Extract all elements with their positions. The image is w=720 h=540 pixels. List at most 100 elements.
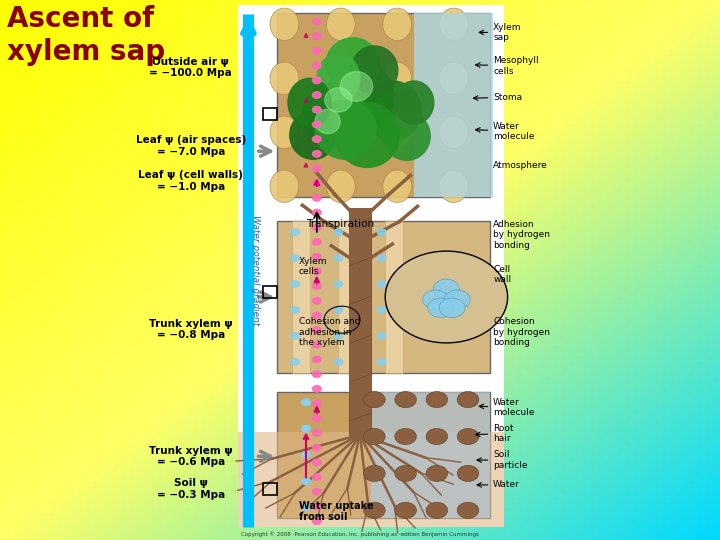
Circle shape [439, 298, 465, 318]
Circle shape [312, 430, 321, 436]
Circle shape [395, 465, 416, 482]
Ellipse shape [288, 78, 331, 127]
Text: Cohesion
by hydrogen
bonding: Cohesion by hydrogen bonding [493, 317, 550, 347]
Text: Water
molecule: Water molecule [480, 398, 535, 417]
Text: Root
hair: Root hair [476, 424, 513, 443]
Text: Leaf ψ (cell walls)
= −1.0 Mpa: Leaf ψ (cell walls) = −1.0 Mpa [138, 170, 243, 192]
Circle shape [312, 77, 321, 84]
Text: Ascent of
xylem sap: Ascent of xylem sap [7, 5, 166, 66]
Circle shape [457, 465, 479, 482]
Circle shape [312, 503, 321, 510]
Circle shape [312, 33, 321, 39]
Bar [371, 392, 490, 518]
Ellipse shape [439, 116, 468, 148]
Circle shape [395, 428, 416, 444]
Circle shape [395, 502, 416, 518]
Bar [277, 14, 490, 197]
Circle shape [312, 63, 321, 69]
Bar [263, 286, 277, 298]
Ellipse shape [326, 116, 355, 148]
Bar [292, 221, 310, 373]
Text: Soil ψ
= −0.3 Mpa: Soil ψ = −0.3 Mpa [157, 478, 225, 500]
Circle shape [364, 428, 385, 444]
Circle shape [302, 399, 310, 406]
Circle shape [377, 333, 386, 339]
Ellipse shape [351, 46, 397, 94]
Circle shape [312, 151, 321, 157]
Bar [349, 208, 371, 435]
Text: Water potential gradient: Water potential gradient [251, 215, 260, 325]
Circle shape [312, 165, 321, 172]
Circle shape [395, 392, 416, 408]
Circle shape [291, 359, 300, 365]
Ellipse shape [317, 54, 360, 103]
Circle shape [312, 121, 321, 127]
Circle shape [334, 229, 343, 235]
Circle shape [312, 194, 321, 201]
Ellipse shape [394, 81, 433, 124]
Ellipse shape [270, 8, 299, 40]
Circle shape [312, 459, 321, 465]
Text: Cohesion and
adhesion in
the xylem: Cohesion and adhesion in the xylem [299, 317, 360, 347]
Text: Soil
particle: Soil particle [477, 450, 528, 470]
Circle shape [377, 229, 386, 235]
Ellipse shape [325, 38, 380, 92]
Text: Trunk xylem ψ
= −0.8 Mpa: Trunk xylem ψ = −0.8 Mpa [149, 319, 233, 340]
Circle shape [291, 307, 300, 313]
Text: Transpiration: Transpiration [306, 219, 374, 229]
Circle shape [426, 428, 448, 444]
Ellipse shape [270, 62, 299, 94]
Circle shape [302, 451, 310, 458]
Text: Xylem
cells: Xylem cells [299, 257, 328, 276]
Circle shape [291, 255, 300, 261]
Bar [414, 14, 493, 197]
Circle shape [312, 106, 321, 113]
Circle shape [312, 415, 321, 422]
Bar [238, 5, 504, 526]
Ellipse shape [289, 111, 336, 159]
Circle shape [312, 136, 321, 143]
Ellipse shape [270, 116, 299, 148]
Text: Atmosphere: Atmosphere [493, 161, 548, 170]
Circle shape [364, 465, 385, 482]
Ellipse shape [325, 62, 395, 132]
Text: Leaf ψ (air spaces)
= −7.0 Mpa: Leaf ψ (air spaces) = −7.0 Mpa [135, 135, 246, 157]
Ellipse shape [335, 103, 400, 167]
Bar [277, 221, 490, 373]
Ellipse shape [364, 81, 421, 140]
Circle shape [312, 474, 321, 480]
Circle shape [312, 518, 321, 524]
Circle shape [334, 307, 343, 313]
Circle shape [291, 333, 300, 339]
Text: Mesophyll
cells: Mesophyll cells [476, 56, 539, 76]
Circle shape [312, 268, 321, 275]
Circle shape [312, 92, 321, 98]
Text: Water uptake
from soil: Water uptake from soil [299, 501, 374, 522]
Circle shape [312, 239, 321, 245]
Circle shape [334, 281, 343, 287]
Ellipse shape [439, 170, 468, 202]
Circle shape [334, 359, 343, 365]
Ellipse shape [383, 62, 412, 94]
Circle shape [312, 444, 321, 451]
Circle shape [433, 279, 459, 299]
Circle shape [423, 290, 449, 309]
Ellipse shape [325, 88, 352, 112]
Ellipse shape [270, 170, 299, 202]
Ellipse shape [439, 62, 468, 94]
Circle shape [377, 307, 386, 313]
Circle shape [312, 356, 321, 363]
Circle shape [444, 290, 470, 309]
Bar [263, 108, 277, 120]
Circle shape [312, 312, 321, 319]
Ellipse shape [383, 112, 430, 160]
Circle shape [428, 298, 454, 318]
Circle shape [291, 229, 300, 235]
Circle shape [302, 426, 310, 432]
Circle shape [377, 281, 386, 287]
Ellipse shape [383, 116, 412, 148]
Circle shape [312, 224, 321, 231]
Circle shape [426, 392, 448, 408]
Circle shape [457, 428, 479, 444]
Circle shape [364, 392, 385, 408]
